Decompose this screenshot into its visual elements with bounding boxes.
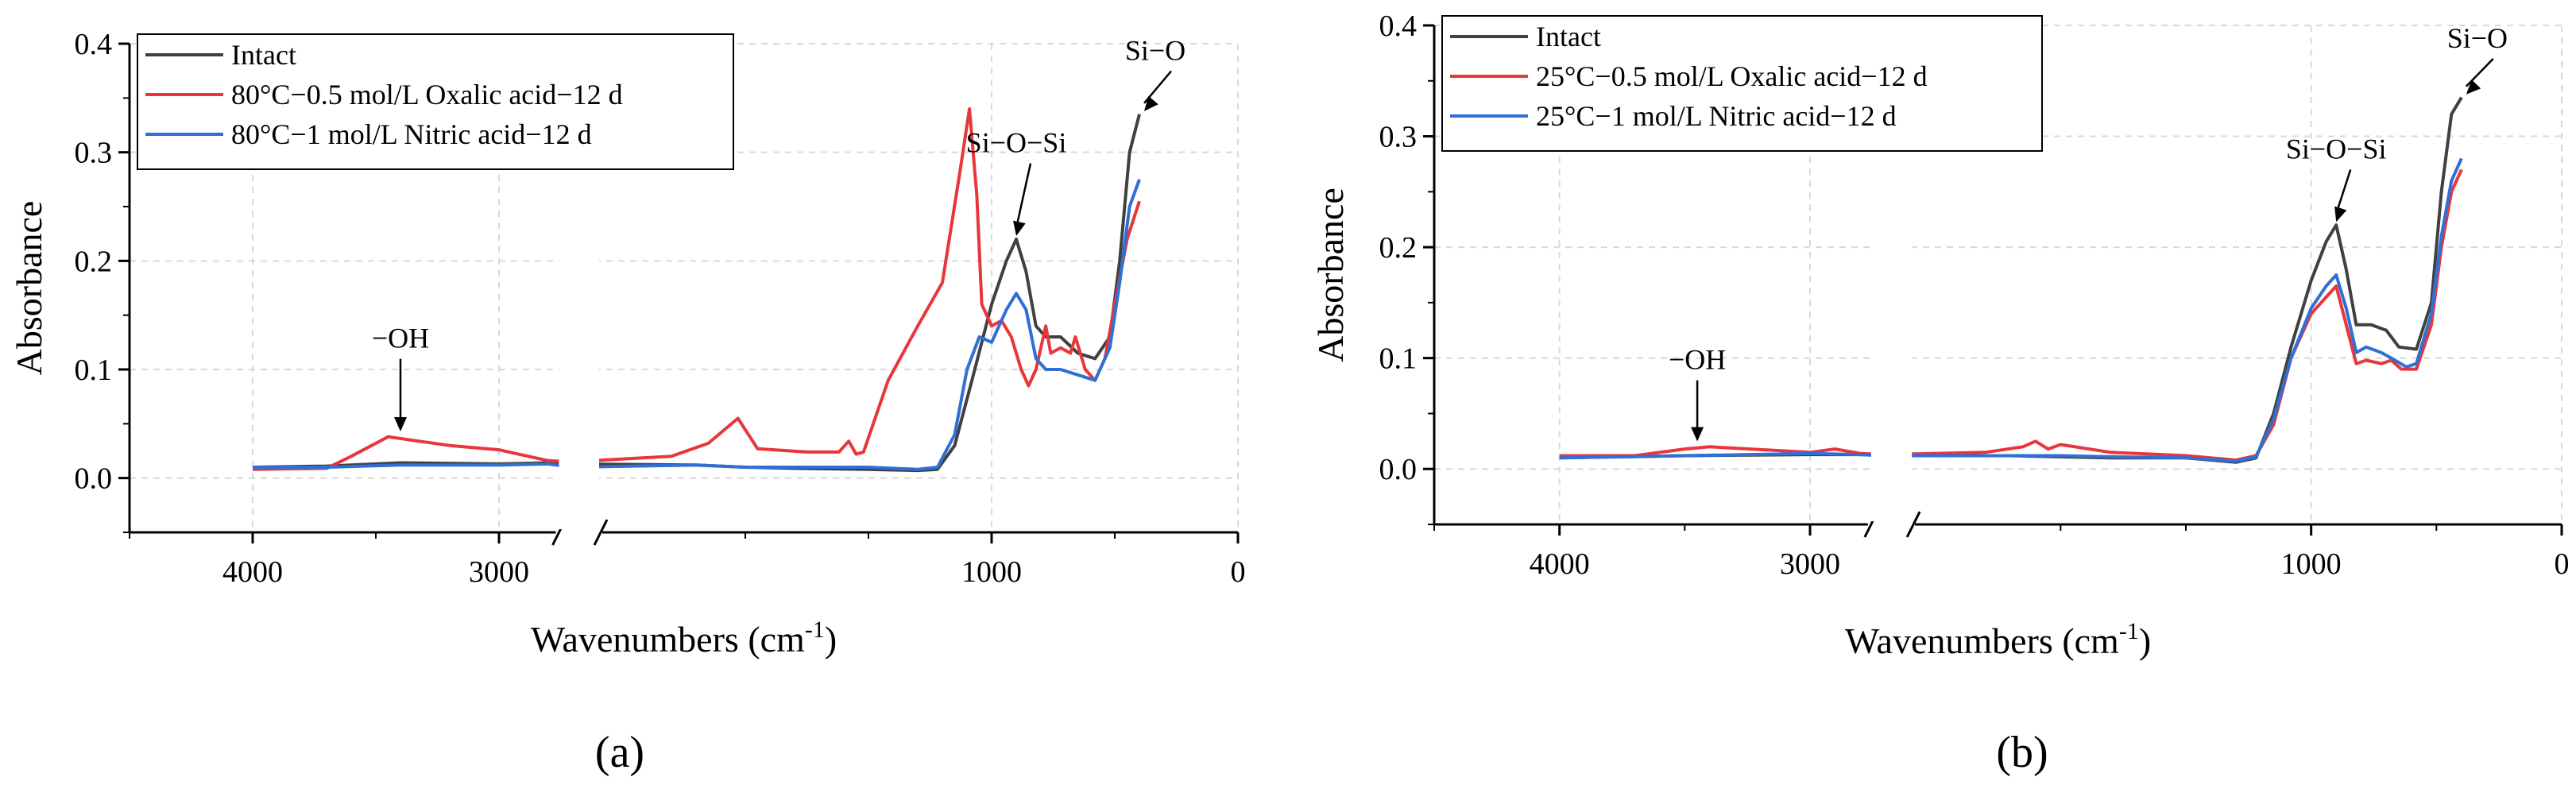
y-tick-label: 0.2 — [1379, 231, 1418, 265]
legend-entry: 80°C−1 mol/L Nitric acid−12 d — [231, 118, 592, 150]
y-axis-title: Absorbance — [9, 201, 49, 376]
legend: Intact 80°C−0.5 mol/L Oxalic acid−12 d 80°… — [137, 33, 734, 170]
series-line — [252, 114, 1141, 473]
y-axis-title: Absorbance — [1310, 188, 1351, 362]
x-axis-title: Wavenumbers (cm-1) — [1845, 618, 2151, 661]
annotation-label: Si−O−Si — [2286, 133, 2387, 164]
x-tick-label: 1000 — [2281, 547, 2342, 581]
axis-break-mark — [1905, 511, 1921, 538]
annotations: −OH Si−O−Si Si−O — [372, 35, 1186, 431]
legend-entry: Intact — [1536, 21, 1601, 52]
y-tick-label: 0.2 — [75, 245, 113, 278]
y-tick-label: 0.0 — [75, 462, 113, 496]
axes: 0.0 0.1 0.2 0.3 0.4 4000 3000 1000 0 — [75, 28, 1246, 589]
legend: Intact 25°C−0.5 mol/L Oxalic acid−12 d 25°… — [1441, 15, 2043, 152]
y-tick-label: 0.3 — [75, 137, 113, 170]
chart-panel-b: 0.0 0.1 0.2 0.3 0.4 4000 3000 1000 0 −OH Si−O−Si S… — [1310, 10, 2570, 777]
axes: 0.0 0.1 0.2 0.3 0.4 4000 3000 1000 0 — [1379, 10, 2570, 581]
y-tick-label: 0.1 — [75, 354, 113, 387]
legend-box — [1441, 15, 2043, 152]
chart-panel-a: 0.0 0.1 0.2 0.3 0.4 4000 3000 1000 0 −OH Si−O−Si S… — [9, 28, 1246, 777]
x-tick-label: 4000 — [222, 555, 283, 589]
panel-label: (b) — [1996, 728, 2048, 777]
y-tick-label: 0.0 — [1379, 453, 1418, 486]
arrow-head — [2334, 206, 2347, 222]
x-axis-title: Wavenumbers (cm-1) — [531, 617, 837, 659]
series-line — [1559, 168, 2463, 462]
arrow-head — [1144, 95, 1158, 111]
x-tick-label: 0 — [2555, 547, 2570, 581]
y-tick-label: 0.1 — [1379, 342, 1418, 376]
annotations: −OH Si−O−Si Si−O — [1669, 22, 2508, 442]
annotation-label: Si−O — [2447, 22, 2508, 54]
annotation-label: Si−O — [1125, 35, 1186, 67]
y-tick-label: 0.4 — [1379, 10, 1418, 43]
annotation-arrow — [1015, 163, 1032, 229]
x-tick-label: 3000 — [469, 555, 529, 589]
legend-entry: Intact — [231, 39, 296, 71]
annotation-label: Si−O−Si — [966, 127, 1067, 159]
legend-entry: 25°C−0.5 mol/L Oxalic acid−12 d — [1536, 60, 1928, 92]
legend-entry: 25°C−1 mol/L Nitric acid−12 d — [1536, 100, 1897, 132]
panel-label: (a) — [595, 728, 644, 777]
annotation-arrow — [2335, 169, 2352, 215]
annotation-label: −OH — [1669, 344, 1726, 376]
x-tick-label: 4000 — [1530, 547, 1590, 581]
arrow-head — [2466, 79, 2481, 95]
y-tick-label: 0.3 — [1379, 121, 1418, 154]
arrow-head — [394, 417, 407, 431]
y-tick-label: 0.4 — [75, 28, 113, 61]
legend-entry: 80°C−0.5 mol/L Oxalic acid−12 d — [231, 79, 623, 110]
arrow-head — [1691, 427, 1704, 442]
axis-break-mark — [593, 519, 609, 546]
annotation-label: −OH — [372, 323, 429, 354]
annotation-arrow — [2465, 58, 2494, 87]
x-tick-label: 3000 — [1780, 547, 1840, 581]
x-tick-label: 0 — [1231, 555, 1246, 589]
legend-box — [137, 33, 734, 170]
x-tick-label: 1000 — [961, 555, 1022, 589]
arrow-head — [1013, 220, 1026, 236]
series-line — [1559, 157, 2463, 463]
